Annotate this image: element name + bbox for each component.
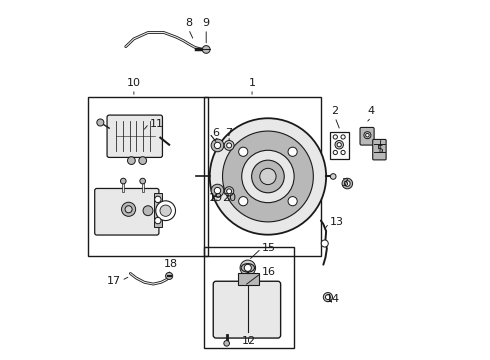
Circle shape (211, 184, 224, 197)
Circle shape (321, 240, 328, 247)
Circle shape (160, 205, 172, 216)
Circle shape (224, 140, 234, 150)
Circle shape (202, 46, 210, 53)
Text: 18: 18 (164, 259, 178, 269)
FancyBboxPatch shape (107, 115, 163, 157)
Text: 11: 11 (150, 118, 164, 129)
Bar (154, 193, 162, 227)
Circle shape (239, 147, 248, 156)
Circle shape (224, 341, 229, 346)
Circle shape (227, 189, 232, 194)
Circle shape (139, 157, 147, 165)
Circle shape (288, 147, 297, 156)
Text: 10: 10 (127, 78, 141, 88)
Circle shape (239, 197, 248, 206)
Circle shape (224, 187, 234, 196)
Text: 16: 16 (262, 267, 276, 278)
Circle shape (222, 131, 313, 222)
Circle shape (156, 201, 175, 221)
Bar (204, 247, 294, 348)
Text: 13: 13 (330, 217, 343, 227)
Text: 19: 19 (209, 193, 223, 203)
FancyBboxPatch shape (360, 127, 374, 145)
Ellipse shape (241, 264, 254, 272)
Circle shape (125, 206, 132, 213)
Circle shape (214, 142, 220, 149)
Circle shape (341, 150, 345, 154)
Circle shape (240, 260, 256, 276)
Circle shape (342, 178, 353, 189)
Circle shape (337, 143, 342, 147)
Bar (238, 274, 259, 285)
Circle shape (341, 135, 345, 139)
Text: 20: 20 (222, 193, 236, 203)
Circle shape (143, 206, 153, 216)
Circle shape (333, 135, 338, 139)
Circle shape (325, 294, 330, 300)
Text: 12: 12 (242, 336, 256, 346)
Bar (88, 97, 208, 256)
Circle shape (122, 202, 136, 216)
Circle shape (214, 188, 220, 194)
Circle shape (288, 197, 297, 206)
Circle shape (227, 143, 232, 148)
FancyBboxPatch shape (213, 281, 281, 338)
Text: 6: 6 (213, 128, 220, 138)
Circle shape (252, 160, 284, 193)
Text: 14: 14 (325, 294, 340, 304)
Text: 4: 4 (368, 107, 375, 117)
Circle shape (210, 118, 326, 235)
Circle shape (260, 168, 276, 185)
Circle shape (155, 217, 161, 224)
Text: 15: 15 (262, 243, 276, 253)
Bar (204, 97, 321, 256)
Text: 3: 3 (341, 178, 348, 188)
Circle shape (127, 157, 135, 165)
Circle shape (323, 293, 333, 302)
Text: 9: 9 (203, 18, 210, 28)
Circle shape (140, 178, 146, 184)
FancyBboxPatch shape (373, 139, 386, 160)
Circle shape (330, 174, 336, 179)
Text: 5: 5 (376, 145, 383, 154)
Text: 8: 8 (185, 18, 192, 28)
Circle shape (333, 150, 338, 154)
Text: 7: 7 (225, 128, 233, 138)
Circle shape (245, 264, 251, 271)
Circle shape (155, 196, 161, 203)
Bar (330, 132, 349, 159)
Circle shape (242, 150, 294, 203)
Text: 2: 2 (331, 107, 339, 117)
FancyBboxPatch shape (95, 189, 159, 235)
Circle shape (166, 273, 172, 279)
Text: 17: 17 (107, 275, 121, 285)
Circle shape (344, 181, 350, 186)
Circle shape (335, 140, 343, 149)
Text: 1: 1 (248, 78, 256, 88)
Circle shape (211, 139, 224, 152)
Circle shape (97, 119, 104, 126)
Circle shape (121, 178, 126, 184)
Circle shape (366, 134, 369, 137)
Circle shape (364, 132, 371, 139)
